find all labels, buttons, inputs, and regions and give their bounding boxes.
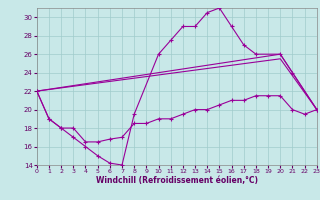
X-axis label: Windchill (Refroidissement éolien,°C): Windchill (Refroidissement éolien,°C)	[96, 176, 258, 185]
